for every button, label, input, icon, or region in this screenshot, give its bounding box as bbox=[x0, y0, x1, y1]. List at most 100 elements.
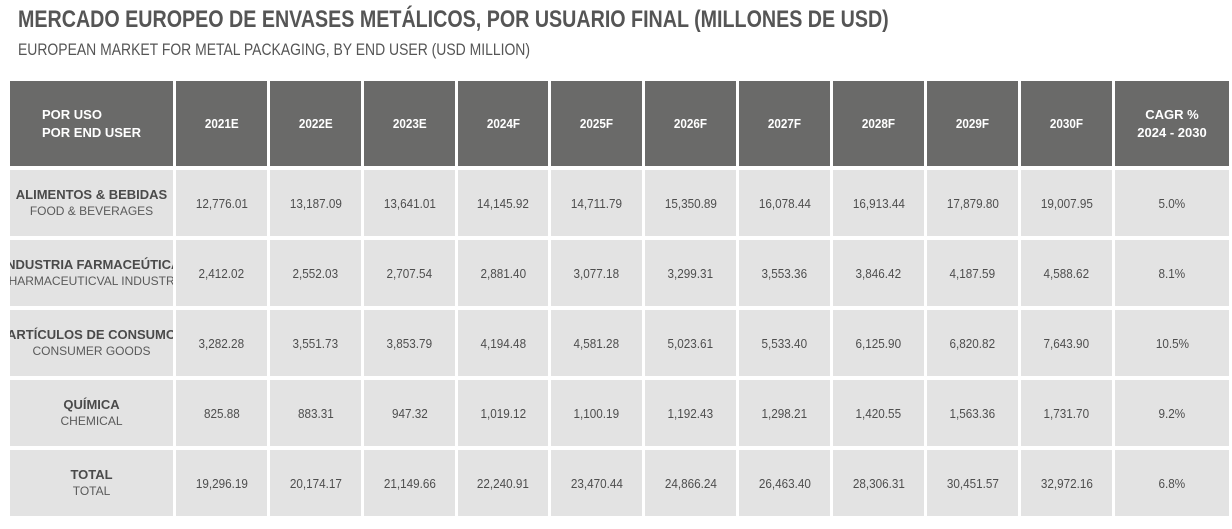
page-title: MERCADO EUROPEO DE ENVASES METÁLICOS, PO… bbox=[18, 6, 889, 33]
value-cell: 5,023.61 bbox=[645, 310, 736, 376]
cagr-value: 5.0% bbox=[1158, 195, 1186, 211]
value-text: 15,350.89 bbox=[664, 195, 717, 211]
market-table: POR USO POR END USER 2021E 2022E 2023E 2024F 2… bbox=[10, 81, 1229, 519]
value-text: 28,306.31 bbox=[852, 475, 905, 491]
value-cell: 3,282.28 bbox=[176, 310, 267, 376]
value-text: 22,240.91 bbox=[476, 475, 530, 491]
cagr-cell: 10.5% bbox=[1115, 310, 1229, 376]
value-text: 3,846.42 bbox=[855, 265, 902, 281]
value-cell: 4,194.48 bbox=[458, 310, 548, 376]
value-cell: 2,881.40 bbox=[458, 240, 548, 306]
value-text: 20,174.17 bbox=[289, 475, 342, 491]
value-cell: 1,192.43 bbox=[645, 380, 736, 446]
cagr-cell: 8.1% bbox=[1115, 240, 1229, 306]
header-year: 2022E bbox=[298, 115, 333, 131]
value-cell: 2,412.02 bbox=[176, 240, 267, 306]
value-text: 4,187.59 bbox=[949, 265, 996, 281]
header-year-cell: 2026F bbox=[645, 81, 736, 166]
value-cell: 22,240.91 bbox=[458, 450, 548, 516]
value-text: 5,023.61 bbox=[667, 335, 714, 351]
row-label-en: PHARMACEUTICVAL INDUSTRY bbox=[10, 274, 173, 288]
value-text: 5,533.40 bbox=[761, 335, 808, 351]
value-text: 1,192.43 bbox=[667, 405, 714, 421]
header-year: 2028F bbox=[861, 115, 896, 131]
value-cell: 28,306.31 bbox=[833, 450, 924, 516]
value-cell: 947.32 bbox=[364, 380, 455, 446]
value-cell: 1,100.19 bbox=[551, 380, 642, 446]
value-text: 3,553.36 bbox=[761, 265, 808, 281]
header-year-cell: 2024F bbox=[458, 81, 548, 166]
header-year-cell: 2023E bbox=[364, 81, 455, 166]
row-label-en: CONSUMER GOODS bbox=[32, 344, 151, 358]
header-cagr-line1: CAGR % bbox=[1145, 106, 1199, 122]
value-cell: 3,077.18 bbox=[551, 240, 642, 306]
page-subtitle: EUROPEAN MARKET FOR METAL PACKAGING, BY … bbox=[18, 40, 531, 59]
row-label-en: TOTAL bbox=[72, 484, 111, 498]
value-cell: 16,078.44 bbox=[739, 170, 830, 236]
row-label-cell: TOTAL TOTAL bbox=[10, 450, 173, 516]
row-label-cell: INDUSTRIA FARMACEÚTICA PHARMACEUTICVAL IN… bbox=[10, 240, 173, 306]
value-cell: 5,533.40 bbox=[739, 310, 830, 376]
header-end-user-label: POR USO POR END USER bbox=[42, 106, 141, 142]
value-text: 32,972.16 bbox=[1040, 475, 1093, 491]
value-text: 947.32 bbox=[391, 405, 428, 421]
value-text: 13,187.09 bbox=[289, 195, 342, 211]
value-cell: 883.31 bbox=[270, 380, 361, 446]
value-cell: 21,149.66 bbox=[364, 450, 455, 516]
value-text: 1,019.12 bbox=[480, 405, 526, 421]
row-label-en: FOOD & BEVERAGES bbox=[29, 204, 154, 218]
value-cell: 19,296.19 bbox=[176, 450, 267, 516]
value-text: 16,078.44 bbox=[758, 195, 811, 211]
value-cell: 1,563.36 bbox=[927, 380, 1018, 446]
value-cell: 7,643.90 bbox=[1021, 310, 1112, 376]
header-year: 2021E bbox=[204, 115, 239, 131]
value-text: 17,879.80 bbox=[946, 195, 999, 211]
value-text: 14,145.92 bbox=[476, 195, 530, 211]
header-year: 2024F bbox=[486, 115, 520, 131]
row-label-es: INDUSTRIA FARMACEÚTICA bbox=[10, 257, 173, 272]
value-cell: 23,470.44 bbox=[551, 450, 642, 516]
cagr-cell: 9.2% bbox=[1115, 380, 1229, 446]
value-cell: 13,187.09 bbox=[270, 170, 361, 236]
value-cell: 6,125.90 bbox=[833, 310, 924, 376]
value-text: 6,820.82 bbox=[949, 335, 996, 351]
value-text: 19,296.19 bbox=[195, 475, 248, 491]
value-text: 3,077.18 bbox=[573, 265, 620, 281]
value-cell: 16,913.44 bbox=[833, 170, 924, 236]
header-year-cell: 2029F bbox=[927, 81, 1018, 166]
value-text: 2,707.54 bbox=[386, 265, 433, 281]
header-year: 2026F bbox=[673, 115, 708, 131]
value-cell: 17,879.80 bbox=[927, 170, 1018, 236]
value-text: 26,463.40 bbox=[758, 475, 811, 491]
value-cell: 4,588.62 bbox=[1021, 240, 1112, 306]
cagr-value: 9.2% bbox=[1158, 405, 1186, 421]
value-cell: 2,552.03 bbox=[270, 240, 361, 306]
row-label-en: CHEMICAL bbox=[60, 414, 123, 428]
value-cell: 4,187.59 bbox=[927, 240, 1018, 306]
cagr-cell: 6.8% bbox=[1115, 450, 1229, 516]
value-text: 24,866.24 bbox=[664, 475, 717, 491]
value-cell: 1,731.70 bbox=[1021, 380, 1112, 446]
value-text: 883.31 bbox=[297, 405, 334, 421]
value-cell: 14,711.79 bbox=[551, 170, 642, 236]
row-label-cell: ARTÍCULOS DE CONSUMO CONSUMER GOODS bbox=[10, 310, 173, 376]
value-cell: 1,420.55 bbox=[833, 380, 924, 446]
value-cell: 24,866.24 bbox=[645, 450, 736, 516]
header-label-en: POR END USER bbox=[42, 124, 141, 140]
value-cell: 3,551.73 bbox=[270, 310, 361, 376]
header-year-cell: 2030F bbox=[1021, 81, 1112, 166]
value-text: 4,194.48 bbox=[480, 335, 526, 351]
value-cell: 4,581.28 bbox=[551, 310, 642, 376]
value-cell: 26,463.40 bbox=[739, 450, 830, 516]
header-year-cell: 2027F bbox=[739, 81, 830, 166]
value-text: 2,412.02 bbox=[198, 265, 245, 281]
value-cell: 3,553.36 bbox=[739, 240, 830, 306]
value-cell: 14,145.92 bbox=[458, 170, 548, 236]
header-year: 2027F bbox=[767, 115, 802, 131]
value-cell: 15,350.89 bbox=[645, 170, 736, 236]
value-cell: 3,846.42 bbox=[833, 240, 924, 306]
header-end-user-cell: POR USO POR END USER bbox=[10, 81, 173, 166]
value-cell: 3,853.79 bbox=[364, 310, 455, 376]
value-text: 21,149.66 bbox=[383, 475, 436, 491]
value-text: 23,470.44 bbox=[570, 475, 623, 491]
